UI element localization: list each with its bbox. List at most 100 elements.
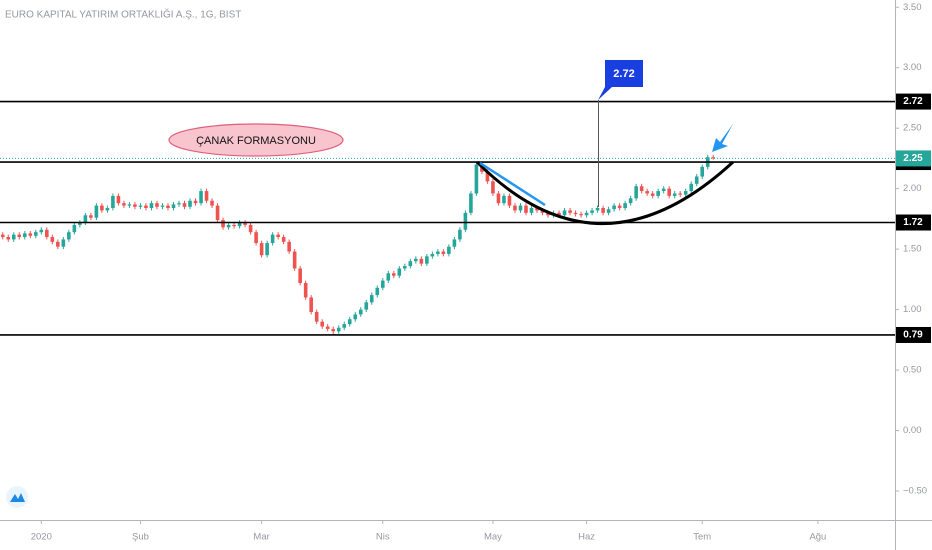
candle-body — [358, 309, 363, 315]
candle-body — [215, 205, 220, 221]
annotation: ÇANAK FORMASYONU — [196, 135, 316, 147]
candle-body — [694, 176, 699, 184]
candle-body — [149, 203, 154, 208]
candle-body — [193, 200, 198, 204]
x-tick-label: Haz — [578, 532, 595, 543]
candle-body — [689, 183, 694, 192]
x-tick-label: Tem — [693, 532, 711, 543]
candle-body — [199, 191, 203, 204]
candle-body — [447, 246, 451, 254]
candle-body — [502, 195, 506, 204]
level-label-box — [896, 214, 931, 231]
candle-body — [188, 200, 192, 207]
candle-body — [78, 222, 82, 225]
candle-body — [518, 205, 523, 211]
candle-body — [496, 193, 501, 204]
candle-body — [138, 205, 143, 207]
candle-body — [133, 204, 137, 207]
candle-body — [259, 243, 264, 256]
callout-text: 2.72 — [613, 68, 634, 80]
candle-body — [298, 268, 302, 283]
x-tick-label: Ağu — [809, 532, 826, 543]
level-label-box — [896, 93, 931, 110]
candle-body — [155, 203, 159, 207]
candle-body — [22, 233, 27, 238]
candle-body — [331, 328, 336, 332]
candle-body — [606, 209, 611, 213]
candle-body — [656, 191, 660, 196]
candle-body — [144, 205, 148, 208]
price-callout: 2.72 — [598, 60, 643, 207]
candle-body — [392, 273, 396, 276]
trend-line — [479, 161, 546, 207]
y-tick-label: 1.50 — [903, 244, 922, 255]
candle-body — [458, 229, 462, 240]
candle-body — [171, 204, 176, 208]
candle-body — [397, 268, 402, 276]
candle-body — [309, 297, 313, 312]
last-price-box — [896, 150, 931, 167]
candle-body — [254, 232, 258, 244]
candle-body — [540, 210, 545, 213]
candle-body — [650, 193, 655, 196]
candle-body — [573, 212, 578, 215]
candle-body — [100, 205, 104, 211]
y-tick-label: 2.00 — [903, 183, 922, 194]
candle-body — [11, 234, 16, 240]
candle-body — [28, 233, 33, 236]
arrow — [712, 124, 733, 152]
candle-body — [111, 195, 115, 208]
candle-body — [369, 295, 374, 303]
candle-body — [270, 234, 275, 244]
candle-body — [535, 208, 539, 211]
candle-body — [595, 208, 600, 211]
candle-body — [61, 239, 66, 247]
candle-body — [474, 164, 479, 194]
axes: 3.50 3.00 2.50 2.00 1.50 1.00 0.50 0.00 −0.50 202… — [31, 2, 931, 543]
candle-body — [568, 210, 572, 213]
candle-body — [529, 208, 534, 213]
candle-body — [612, 205, 616, 210]
candle-body — [408, 261, 413, 267]
y-tick-label: 3.00 — [903, 62, 922, 73]
candle-body — [436, 251, 440, 254]
candle-body — [430, 253, 435, 257]
candle-body — [177, 203, 181, 205]
candle-body — [94, 205, 99, 218]
candle-body — [601, 208, 605, 213]
candle-body — [182, 203, 187, 207]
candle-body — [347, 319, 352, 325]
candle-body — [491, 181, 495, 194]
candle-body — [72, 224, 77, 233]
candle-body — [17, 234, 22, 238]
x-tick-label: Mar — [253, 532, 269, 543]
candle-body — [524, 205, 528, 213]
candle-body — [469, 193, 473, 213]
candle-body — [584, 212, 589, 216]
candle-body — [292, 251, 297, 269]
candle-body — [623, 203, 627, 208]
level-label-box — [896, 326, 931, 343]
candle-body — [441, 251, 446, 254]
y-tick-label: 2.50 — [903, 123, 922, 134]
candle-body — [634, 186, 638, 199]
y-tick-label: 1.00 — [903, 304, 922, 315]
candle-body — [546, 212, 550, 216]
logo — [6, 486, 28, 508]
candle-body — [105, 208, 110, 211]
candle-body — [419, 258, 424, 264]
candle-body — [507, 195, 512, 206]
x-tick-label: Şub — [132, 532, 149, 543]
candle-body — [276, 234, 280, 238]
candle-body — [336, 327, 341, 332]
level-label: 0.79 — [903, 330, 923, 341]
candle-body — [39, 229, 44, 233]
candle-body — [557, 212, 561, 216]
candle-body — [83, 215, 88, 223]
candle-body — [6, 237, 11, 240]
candle-body — [661, 188, 666, 192]
logo-circle — [6, 486, 28, 508]
candle-body — [116, 195, 121, 204]
